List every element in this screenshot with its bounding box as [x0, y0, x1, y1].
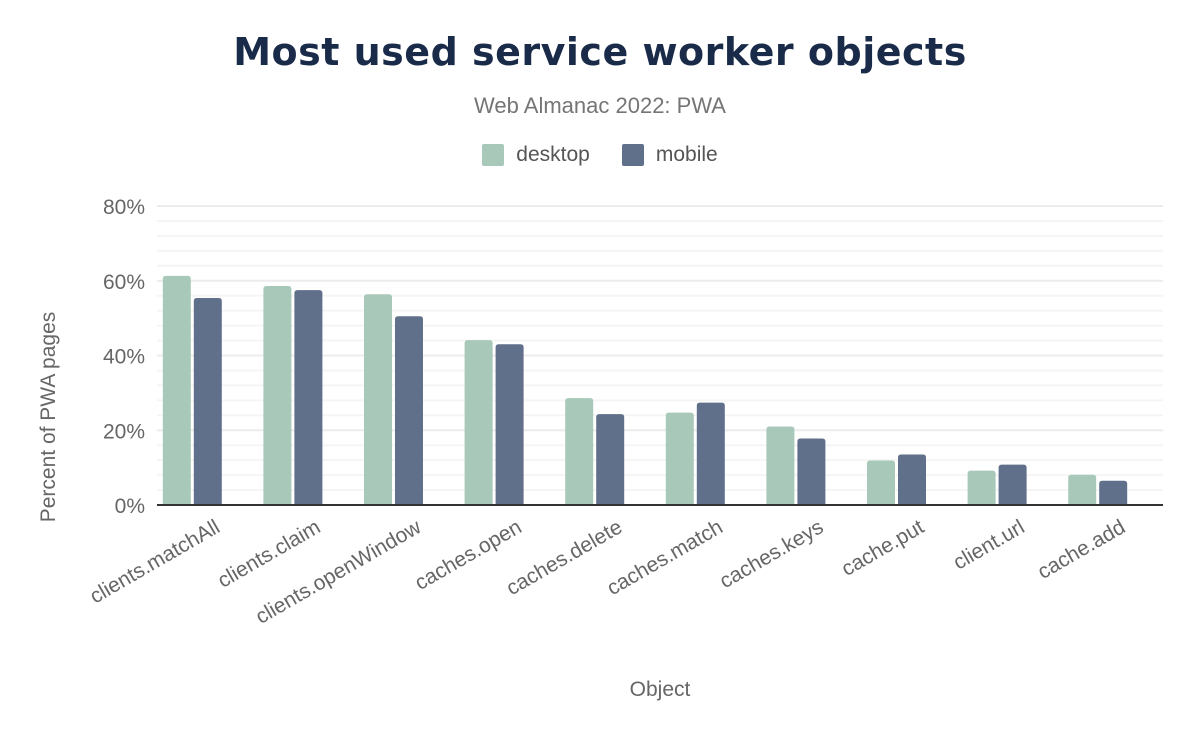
bar-mobile-cache-add — [1099, 480, 1128, 505]
bar-desktop-caches-open — [464, 340, 493, 505]
bar-desktop-cache-put — [867, 460, 895, 505]
bar-desktop-cache-add — [1068, 474, 1097, 505]
y-tick-label: 60% — [103, 271, 145, 294]
legend-label-desktop: desktop — [516, 143, 590, 166]
x-tick-label: clients.matchAll — [86, 515, 224, 608]
bar-desktop-caches-match — [665, 412, 694, 505]
x-axis-title: Object — [630, 678, 691, 701]
bar-mobile-clients-claim — [294, 290, 323, 505]
x-tick-label: client.url — [949, 515, 1028, 574]
y-axis-title: Percent of PWA pages — [37, 312, 60, 523]
legend-swatch-mobile — [621, 144, 644, 166]
bar-mobile-clients-openWindow — [395, 316, 423, 505]
bar-mobile-clients-matchAll — [193, 297, 222, 505]
bar-desktop-client-url — [967, 470, 996, 505]
x-tick-label: cache.add — [1034, 515, 1129, 583]
bar-mobile-caches-open — [495, 344, 524, 505]
bar-mobile-caches-keys — [797, 438, 826, 505]
y-tick-label: 80% — [103, 196, 145, 219]
chart-subtitle: Web Almanac 2022: PWA — [474, 93, 726, 118]
x-tick-label: cache.put — [838, 515, 929, 581]
legend-label-mobile: mobile — [655, 143, 718, 166]
bar-desktop-clients-openWindow — [364, 294, 392, 505]
bar-mobile-cache-put — [898, 454, 926, 505]
legend-item-mobile[interactable]: mobile — [621, 143, 718, 167]
x-tick-label: caches.keys — [716, 515, 828, 593]
y-tick-label: 20% — [103, 420, 145, 443]
bar-desktop-clients-matchAll — [162, 275, 191, 505]
bar-mobile-caches-delete — [596, 414, 625, 505]
bar-desktop-clients-claim — [263, 285, 292, 505]
legend-swatch-desktop — [482, 144, 505, 166]
bar-desktop-caches-delete — [565, 398, 594, 505]
bar-mobile-client-url — [998, 464, 1027, 505]
bar-desktop-caches-keys — [766, 426, 795, 505]
legend: desktop mobile — [0, 143, 1200, 167]
y-tick-label: 0% — [115, 495, 145, 518]
x-tick-label: clients.openWindow — [252, 515, 426, 629]
legend-item-desktop[interactable]: desktop — [482, 143, 590, 167]
bar-mobile-caches-match — [696, 402, 725, 505]
chart-title: Most used service worker objects — [233, 30, 967, 74]
y-tick-label: 40% — [103, 346, 145, 369]
